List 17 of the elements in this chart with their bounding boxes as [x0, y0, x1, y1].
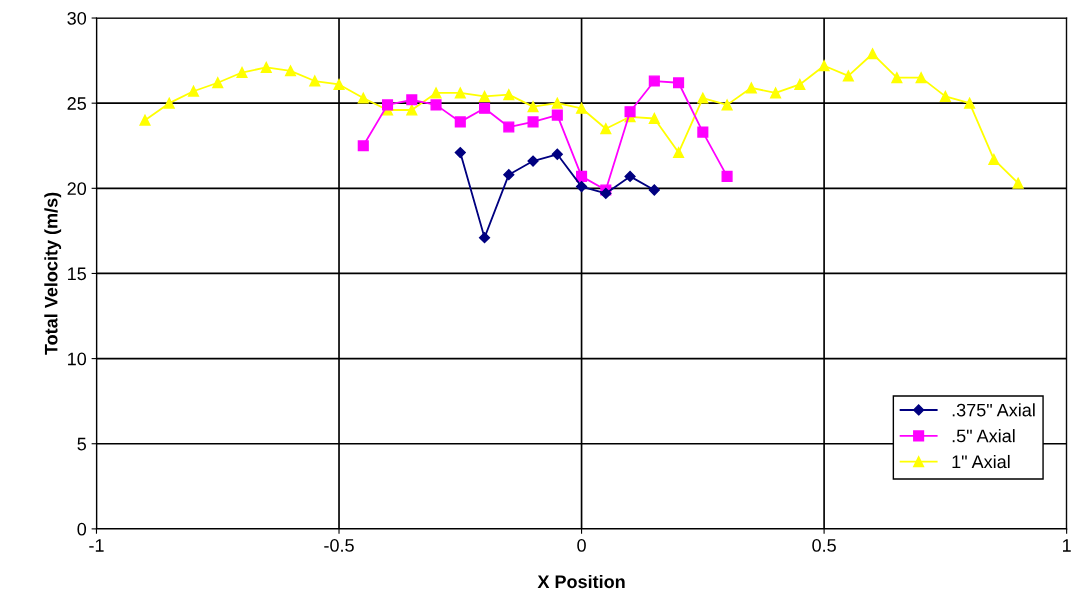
y-axis-title: Total Velocity (m/s)	[44, 192, 62, 355]
y-tick-label: 30	[67, 11, 87, 25]
y-tick-label: 15	[68, 267, 86, 281]
legend-label: 1" Axial	[952, 454, 1010, 469]
legend-label: .375" Axial	[952, 403, 1035, 417]
x-tick-label: 0.5	[812, 539, 836, 552]
x-tick-label: -1	[89, 539, 104, 552]
y-tick-label: 20	[67, 182, 87, 196]
y-tick-label: 25	[67, 97, 86, 110]
x-tick-label: -0.5	[324, 539, 354, 552]
x-tick-label: 1	[1063, 539, 1071, 552]
y-tick-label: 10	[68, 352, 87, 366]
legend-label: .5" Axial	[952, 429, 1015, 443]
y-tick-label: 5	[77, 437, 86, 451]
y-tick-label: 0	[77, 522, 87, 536]
x-tick-label: 0	[577, 539, 586, 552]
x-axis-title: X Position	[537, 574, 625, 589]
